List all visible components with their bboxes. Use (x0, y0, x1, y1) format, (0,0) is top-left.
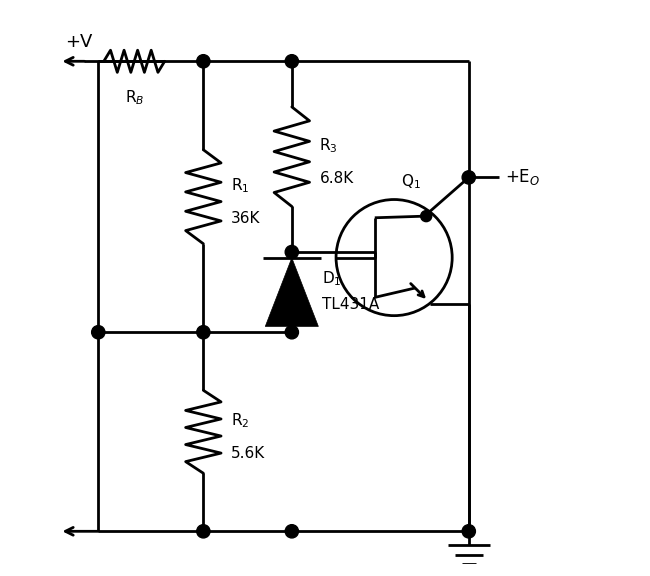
Text: R$_3$: R$_3$ (319, 137, 338, 155)
Text: 6.8K: 6.8K (319, 171, 354, 186)
Circle shape (285, 55, 298, 68)
Text: 36K: 36K (231, 211, 261, 226)
Circle shape (462, 170, 475, 184)
Circle shape (197, 55, 210, 68)
Polygon shape (265, 258, 318, 327)
Circle shape (285, 245, 298, 259)
Text: +E$_O$: +E$_O$ (504, 168, 540, 187)
Circle shape (197, 525, 210, 538)
Circle shape (421, 211, 432, 222)
Text: D$_1$: D$_1$ (322, 269, 342, 287)
Text: 5.6K: 5.6K (231, 446, 265, 461)
Circle shape (285, 525, 298, 538)
Text: R$_1$: R$_1$ (231, 176, 250, 195)
Circle shape (92, 325, 105, 339)
Circle shape (285, 325, 298, 339)
Text: R$_B$: R$_B$ (125, 88, 144, 107)
Text: +V: +V (65, 33, 92, 51)
Circle shape (197, 325, 210, 339)
Circle shape (462, 525, 475, 538)
Text: Q$_1$: Q$_1$ (401, 173, 421, 191)
Text: R$_2$: R$_2$ (231, 411, 250, 430)
Text: TL431A: TL431A (322, 297, 380, 312)
